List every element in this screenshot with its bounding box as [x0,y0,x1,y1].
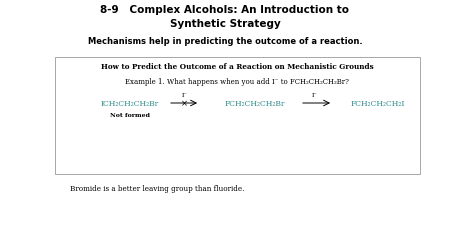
Text: Synthetic Strategy: Synthetic Strategy [170,19,280,29]
Text: 8-9   Complex Alcohols: An Introduction to: 8-9 Complex Alcohols: An Introduction to [100,5,350,15]
Text: Example 1. What happens when you add I⁻ to FCH₂CH₂CH₂Br?: Example 1. What happens when you add I⁻ … [125,78,349,86]
Bar [55,58,420,174]
Text: FCH₂CH₂CH₂I: FCH₂CH₂CH₂I [351,100,405,108]
Text: FCH₂CH₂CH₂Br: FCH₂CH₂CH₂Br [225,100,285,108]
Text: How to Predict the Outcome of a Reaction on Mechanistic Grounds: How to Predict the Outcome of a Reaction… [101,63,374,71]
Text: I⁻: I⁻ [182,93,188,98]
Text: ×: × [180,99,188,108]
Text: Mechanisms help in predicting the outcome of a reaction.: Mechanisms help in predicting the outcom… [88,37,362,46]
Text: Not formed: Not formed [110,113,150,117]
Text: I⁻: I⁻ [312,93,318,98]
Text: Bromide is a better leaving group than fluoride.: Bromide is a better leaving group than f… [70,184,244,192]
Text: ICH₂CH₂CH₂Br: ICH₂CH₂CH₂Br [101,100,159,108]
